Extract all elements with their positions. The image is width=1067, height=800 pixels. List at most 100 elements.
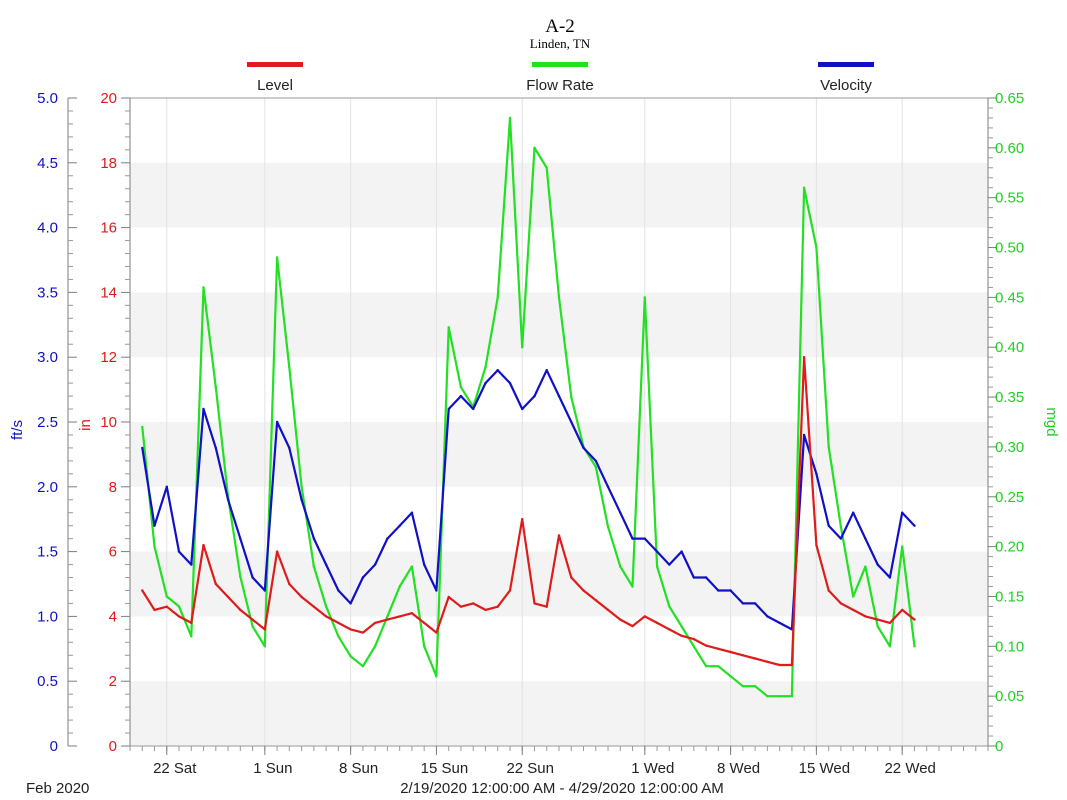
grid-band [130, 422, 988, 487]
data-point [619, 565, 622, 568]
data-point [741, 654, 745, 657]
x-tick-label: 15 Wed [799, 760, 850, 777]
data-point [508, 589, 512, 592]
tick-label: 0.20 [995, 539, 1024, 556]
data-point [729, 589, 732, 592]
data-point [680, 625, 683, 628]
data-point [177, 550, 181, 553]
data-point [521, 518, 524, 521]
x-axis: 22 Sat 1 Sun 8 Sun 15 Sun 22 Sun 1 Wed 8 Wed 15… [129, 746, 989, 777]
data-point [778, 695, 781, 698]
data-point [373, 645, 377, 648]
tick-label: 0.65 [995, 90, 1024, 107]
tick-label: 0 [50, 738, 58, 755]
data-point [496, 605, 499, 608]
vertical-gridlines [166, 98, 903, 746]
tick-label: 4.5 [37, 155, 58, 172]
data-point [275, 550, 279, 553]
data-point [570, 420, 573, 424]
tick-label: 3.0 [37, 349, 58, 366]
data-point [226, 595, 230, 599]
tick-label: 0.50 [995, 240, 1024, 257]
data-point [361, 576, 365, 579]
data-point [214, 385, 217, 389]
data-point [312, 565, 316, 568]
data-point [349, 628, 352, 631]
data-point [337, 621, 340, 625]
data-point [839, 602, 843, 605]
data-point [766, 695, 769, 698]
tick-label: 0.35 [995, 389, 1024, 406]
data-point [165, 595, 168, 598]
legend-swatch [532, 62, 588, 67]
data-point [704, 665, 708, 668]
tick-label: 1.5 [37, 544, 58, 561]
level-axis: 0 2 4 6 8 10 12 14 16 18 20 [100, 90, 131, 755]
data-point [386, 537, 389, 540]
data-point [570, 395, 573, 399]
data-point [202, 543, 205, 547]
tick-label: 16 [100, 220, 117, 237]
x-tick-label: 22 Sun [506, 760, 554, 777]
legend: Level Flow Rate Velocity [247, 62, 874, 94]
data-point [545, 605, 548, 608]
grid-band [130, 162, 988, 228]
data-point [459, 605, 463, 608]
data-point [827, 589, 830, 592]
data-point [521, 346, 524, 349]
tick-label: 1.0 [37, 608, 58, 625]
data-point [251, 625, 254, 628]
data-point [692, 645, 695, 648]
data-point [704, 644, 708, 647]
data-point [239, 575, 242, 578]
data-point [802, 433, 806, 437]
data-point [643, 615, 646, 618]
data-point [508, 381, 512, 385]
data-point [496, 369, 499, 372]
data-point [545, 369, 548, 372]
data-point [190, 621, 193, 625]
level-axis-label: in [77, 419, 94, 431]
tick-label: 0.25 [995, 489, 1024, 506]
data-point [582, 446, 585, 450]
data-point [251, 576, 254, 579]
data-point [202, 407, 205, 411]
grid-band [130, 681, 988, 746]
data-point [398, 524, 401, 527]
data-point [913, 618, 916, 621]
data-point [815, 543, 818, 547]
data-point [643, 537, 646, 540]
x-tick-label: 8 Sun [339, 760, 378, 777]
data-point [876, 563, 879, 566]
x-period-label: Feb 2020 [26, 780, 89, 797]
data-point [263, 628, 266, 631]
data-point [815, 472, 818, 475]
data-point [533, 146, 536, 149]
data-point [361, 631, 365, 634]
data-point [141, 425, 144, 429]
data-point [680, 550, 683, 553]
tick-label: 0.5 [37, 673, 58, 690]
data-point [190, 635, 193, 638]
tick-label: 0 [109, 738, 117, 755]
data-point [557, 394, 561, 398]
data-point [557, 296, 561, 299]
data-point [349, 655, 352, 658]
legend-swatch [247, 62, 303, 67]
legend-label: Level [257, 77, 293, 94]
data-point [373, 563, 377, 566]
data-point [214, 446, 217, 450]
tick-label: 0.45 [995, 289, 1024, 306]
data-point [484, 608, 487, 612]
data-point [631, 537, 634, 540]
x-tick-label: 22 Wed [884, 760, 935, 777]
tick-label: 0.40 [995, 339, 1024, 356]
data-point [680, 634, 683, 637]
data-point [423, 645, 426, 648]
data-point [239, 608, 242, 612]
data-point [876, 625, 879, 628]
data-point [472, 407, 475, 411]
tick-label: 0.55 [995, 190, 1024, 207]
data-point [729, 650, 732, 654]
series-line-flow-rate [141, 116, 916, 698]
